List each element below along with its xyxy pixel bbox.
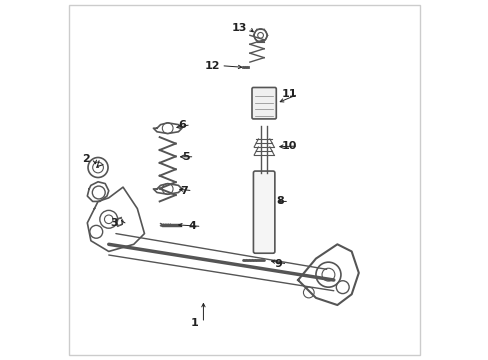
Text: 10: 10: [281, 141, 296, 151]
Text: 12: 12: [204, 61, 220, 71]
Text: 6: 6: [178, 120, 185, 130]
Text: 1: 1: [190, 318, 198, 328]
Text: 11: 11: [281, 89, 296, 99]
Text: 4: 4: [188, 221, 196, 231]
Text: 9: 9: [274, 259, 282, 269]
FancyBboxPatch shape: [69, 5, 419, 355]
FancyBboxPatch shape: [251, 87, 276, 119]
Text: 3: 3: [110, 218, 118, 228]
Text: 13: 13: [232, 23, 247, 33]
Text: 7: 7: [180, 186, 187, 196]
Text: 5: 5: [182, 152, 189, 162]
FancyBboxPatch shape: [253, 171, 274, 253]
Text: 2: 2: [81, 154, 89, 163]
Text: 8: 8: [276, 197, 284, 206]
